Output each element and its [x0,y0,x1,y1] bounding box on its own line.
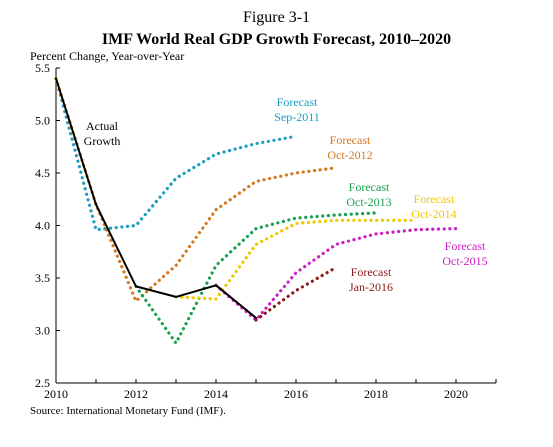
series-label: Jan-2016 [349,280,393,294]
x-tick-label: 2020 [444,387,468,401]
forecast-sep-2011-line [54,76,298,232]
x-tick-label: 2018 [364,387,388,401]
series-label: Actual [86,119,119,133]
series-label: Forecast [351,265,392,279]
x-tick-label: 2016 [284,387,308,401]
series-label: Oct-2014 [411,207,456,221]
y-tick-label: 5.0 [35,114,50,128]
y-tick-label: 4.0 [35,219,50,233]
figure-label: Figure 3-1 [242,9,311,26]
series-label: Forecast [330,133,371,147]
series-labels: ActualGrowthForecastSep-2011ForecastOct-… [84,95,488,294]
series-label: Oct-2015 [442,254,487,268]
series-label: Forecast [349,180,390,194]
actual-growth-line [55,77,257,319]
forecast-jan-2016-line [254,265,338,322]
source-note: Source: International Monetary Fund (IMF… [30,405,226,417]
y-tick-label: 4.5 [35,166,50,180]
y-tick-label: 5.5 [35,61,50,75]
tick-labels: 2.5 3.0 3.5 4.0 4.5 5.0 5.5 2010 2012 2014 2016 201… [35,61,468,401]
y-tick-label: 3.5 [35,271,50,285]
series-label: Forecast [414,192,455,206]
series-lines [54,76,458,345]
y-axis-label: Percent Change, Year-over-Year [30,49,185,63]
x-tick-label: 2014 [204,387,228,401]
chart-title: IMF World Real GDP Growth Forecast, 2010… [101,31,452,48]
series-label: Oct-2013 [346,195,391,209]
forecast-oct-2013-line [134,211,378,345]
forecast-oct-2012-line [54,76,338,303]
forecast-oct-2014-line [174,218,418,301]
series-label: Forecast [277,95,318,109]
forecast-oct-2015-line [214,227,458,322]
series-label: Sep-2011 [274,110,320,124]
x-tick-label: 2010 [44,387,68,401]
series-label: Growth [84,134,121,148]
x-tick-label: 2012 [124,387,148,401]
series-label: Forecast [445,239,486,253]
axes [55,67,497,384]
series-label: Oct-2012 [327,148,372,162]
y-tick-label: 3.0 [35,324,50,338]
y-tick-label: 2.5 [35,376,50,390]
